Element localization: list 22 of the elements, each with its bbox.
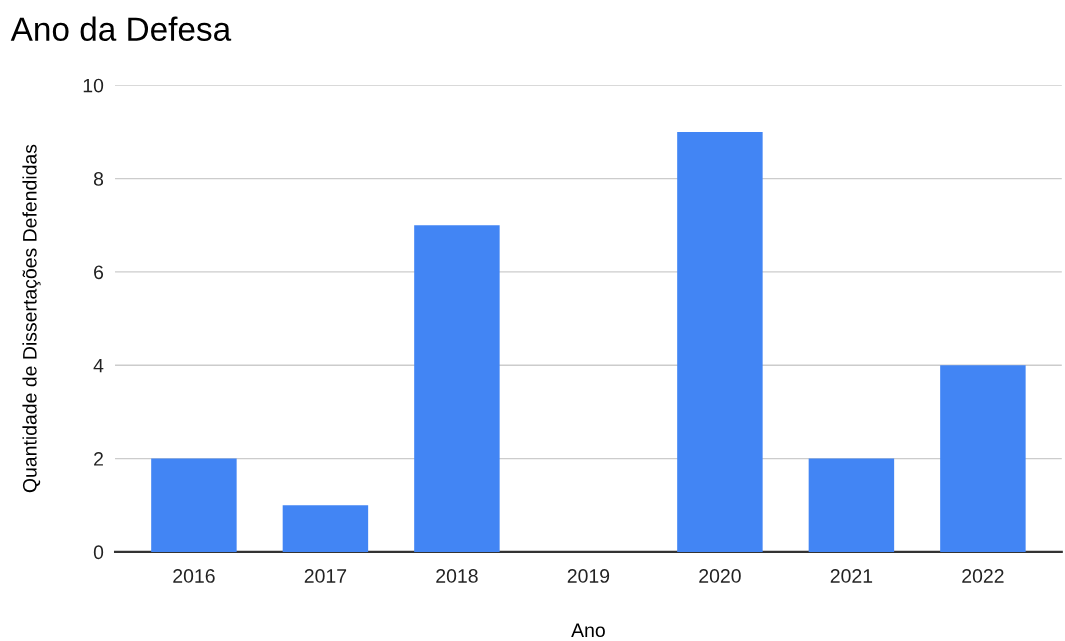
x-tick-label: 2018 — [436, 569, 478, 583]
y-tick-label: 0 — [93, 545, 104, 560]
x-tick-label: 2016 — [173, 569, 215, 583]
x-axis-title: Ano — [571, 623, 605, 638]
x-tick-label: 2019 — [567, 569, 610, 583]
y-tick-label: 10 — [83, 78, 104, 93]
bar — [940, 365, 1026, 552]
x-tick-label: 2020 — [699, 569, 741, 583]
y-tick-label: 8 — [93, 172, 104, 186]
y-tick-label: 4 — [93, 358, 104, 373]
y-axis-title: Quantidade de Dissertações Defendidas — [22, 144, 41, 493]
x-tick-label: 2021 — [830, 569, 873, 583]
bar — [282, 505, 369, 552]
y-tick-label: 2 — [94, 452, 103, 466]
chart-title: Ano da Defesa — [10, 16, 232, 41]
x-tick-label: 2022 — [962, 569, 1004, 583]
x-tick-label: 2017 — [304, 569, 347, 583]
bar — [677, 131, 763, 552]
bar — [414, 225, 500, 552]
bar — [808, 458, 895, 552]
bar — [151, 458, 237, 552]
y-tick-label: 6 — [94, 265, 104, 280]
